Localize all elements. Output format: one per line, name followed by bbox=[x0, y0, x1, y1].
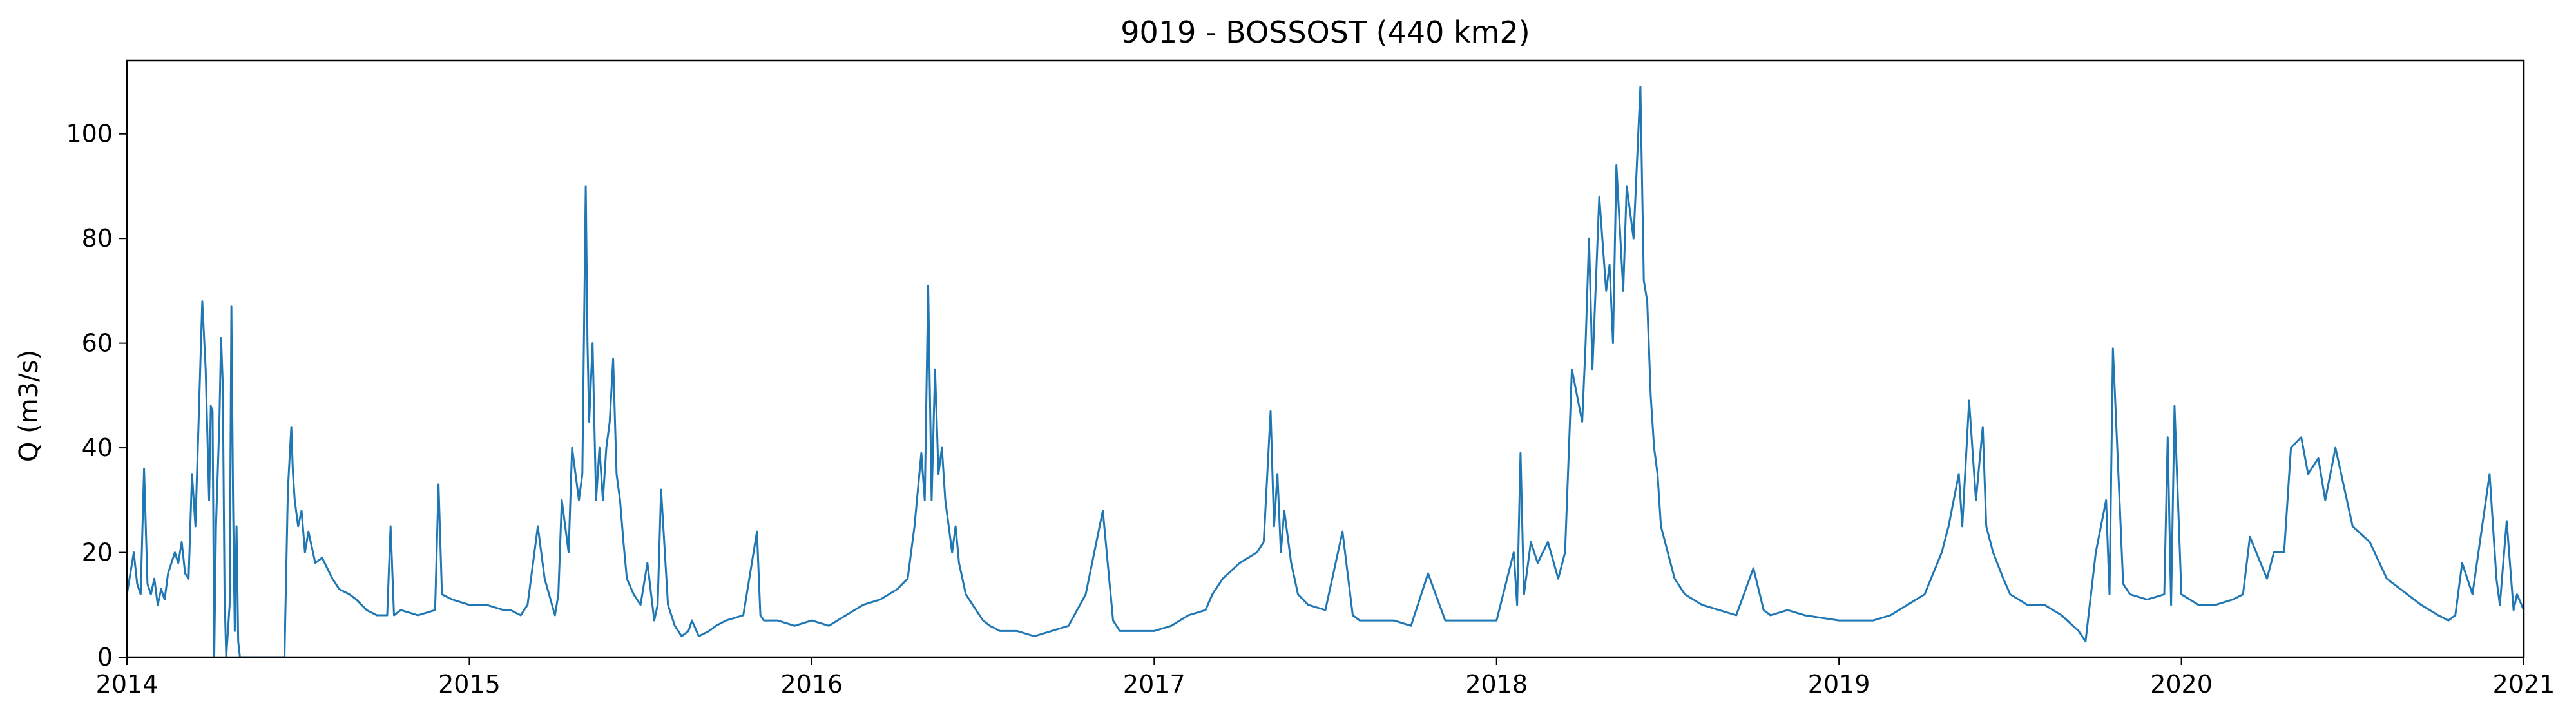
x-tick-label: 2019 bbox=[1808, 670, 1870, 698]
series-group bbox=[126, 86, 2525, 658]
chart-title: 9019 - BOSSOST (440 km2) bbox=[1120, 15, 1530, 50]
x-axis-ticks: 2014 2015 2016 2017 2018 2019 2020 2021 bbox=[96, 657, 2555, 698]
x-tick-label: 2021 bbox=[2493, 670, 2555, 698]
x-tick-label: 2014 bbox=[96, 670, 159, 698]
x-tick-label: 2018 bbox=[1465, 670, 1528, 698]
y-axis-ticks: 0 20 40 60 80 100 bbox=[66, 120, 127, 671]
y-tick-label: 100 bbox=[66, 120, 113, 148]
x-tick-label: 2016 bbox=[780, 670, 843, 698]
x-tick-label: 2015 bbox=[438, 670, 501, 698]
x-tick-label: 2017 bbox=[1123, 670, 1186, 698]
plot-frame bbox=[126, 59, 2525, 658]
series-line-0 bbox=[126, 86, 2525, 658]
y-tick-label: 20 bbox=[82, 539, 113, 567]
y-tick-label: 60 bbox=[82, 329, 113, 358]
x-tick-label: 2020 bbox=[2150, 670, 2213, 698]
y-tick-label: 40 bbox=[82, 434, 113, 462]
y-tick-label: 0 bbox=[97, 643, 113, 671]
y-tick-label: 80 bbox=[82, 224, 113, 253]
y-axis-label: Q (m3/s) bbox=[14, 350, 44, 462]
